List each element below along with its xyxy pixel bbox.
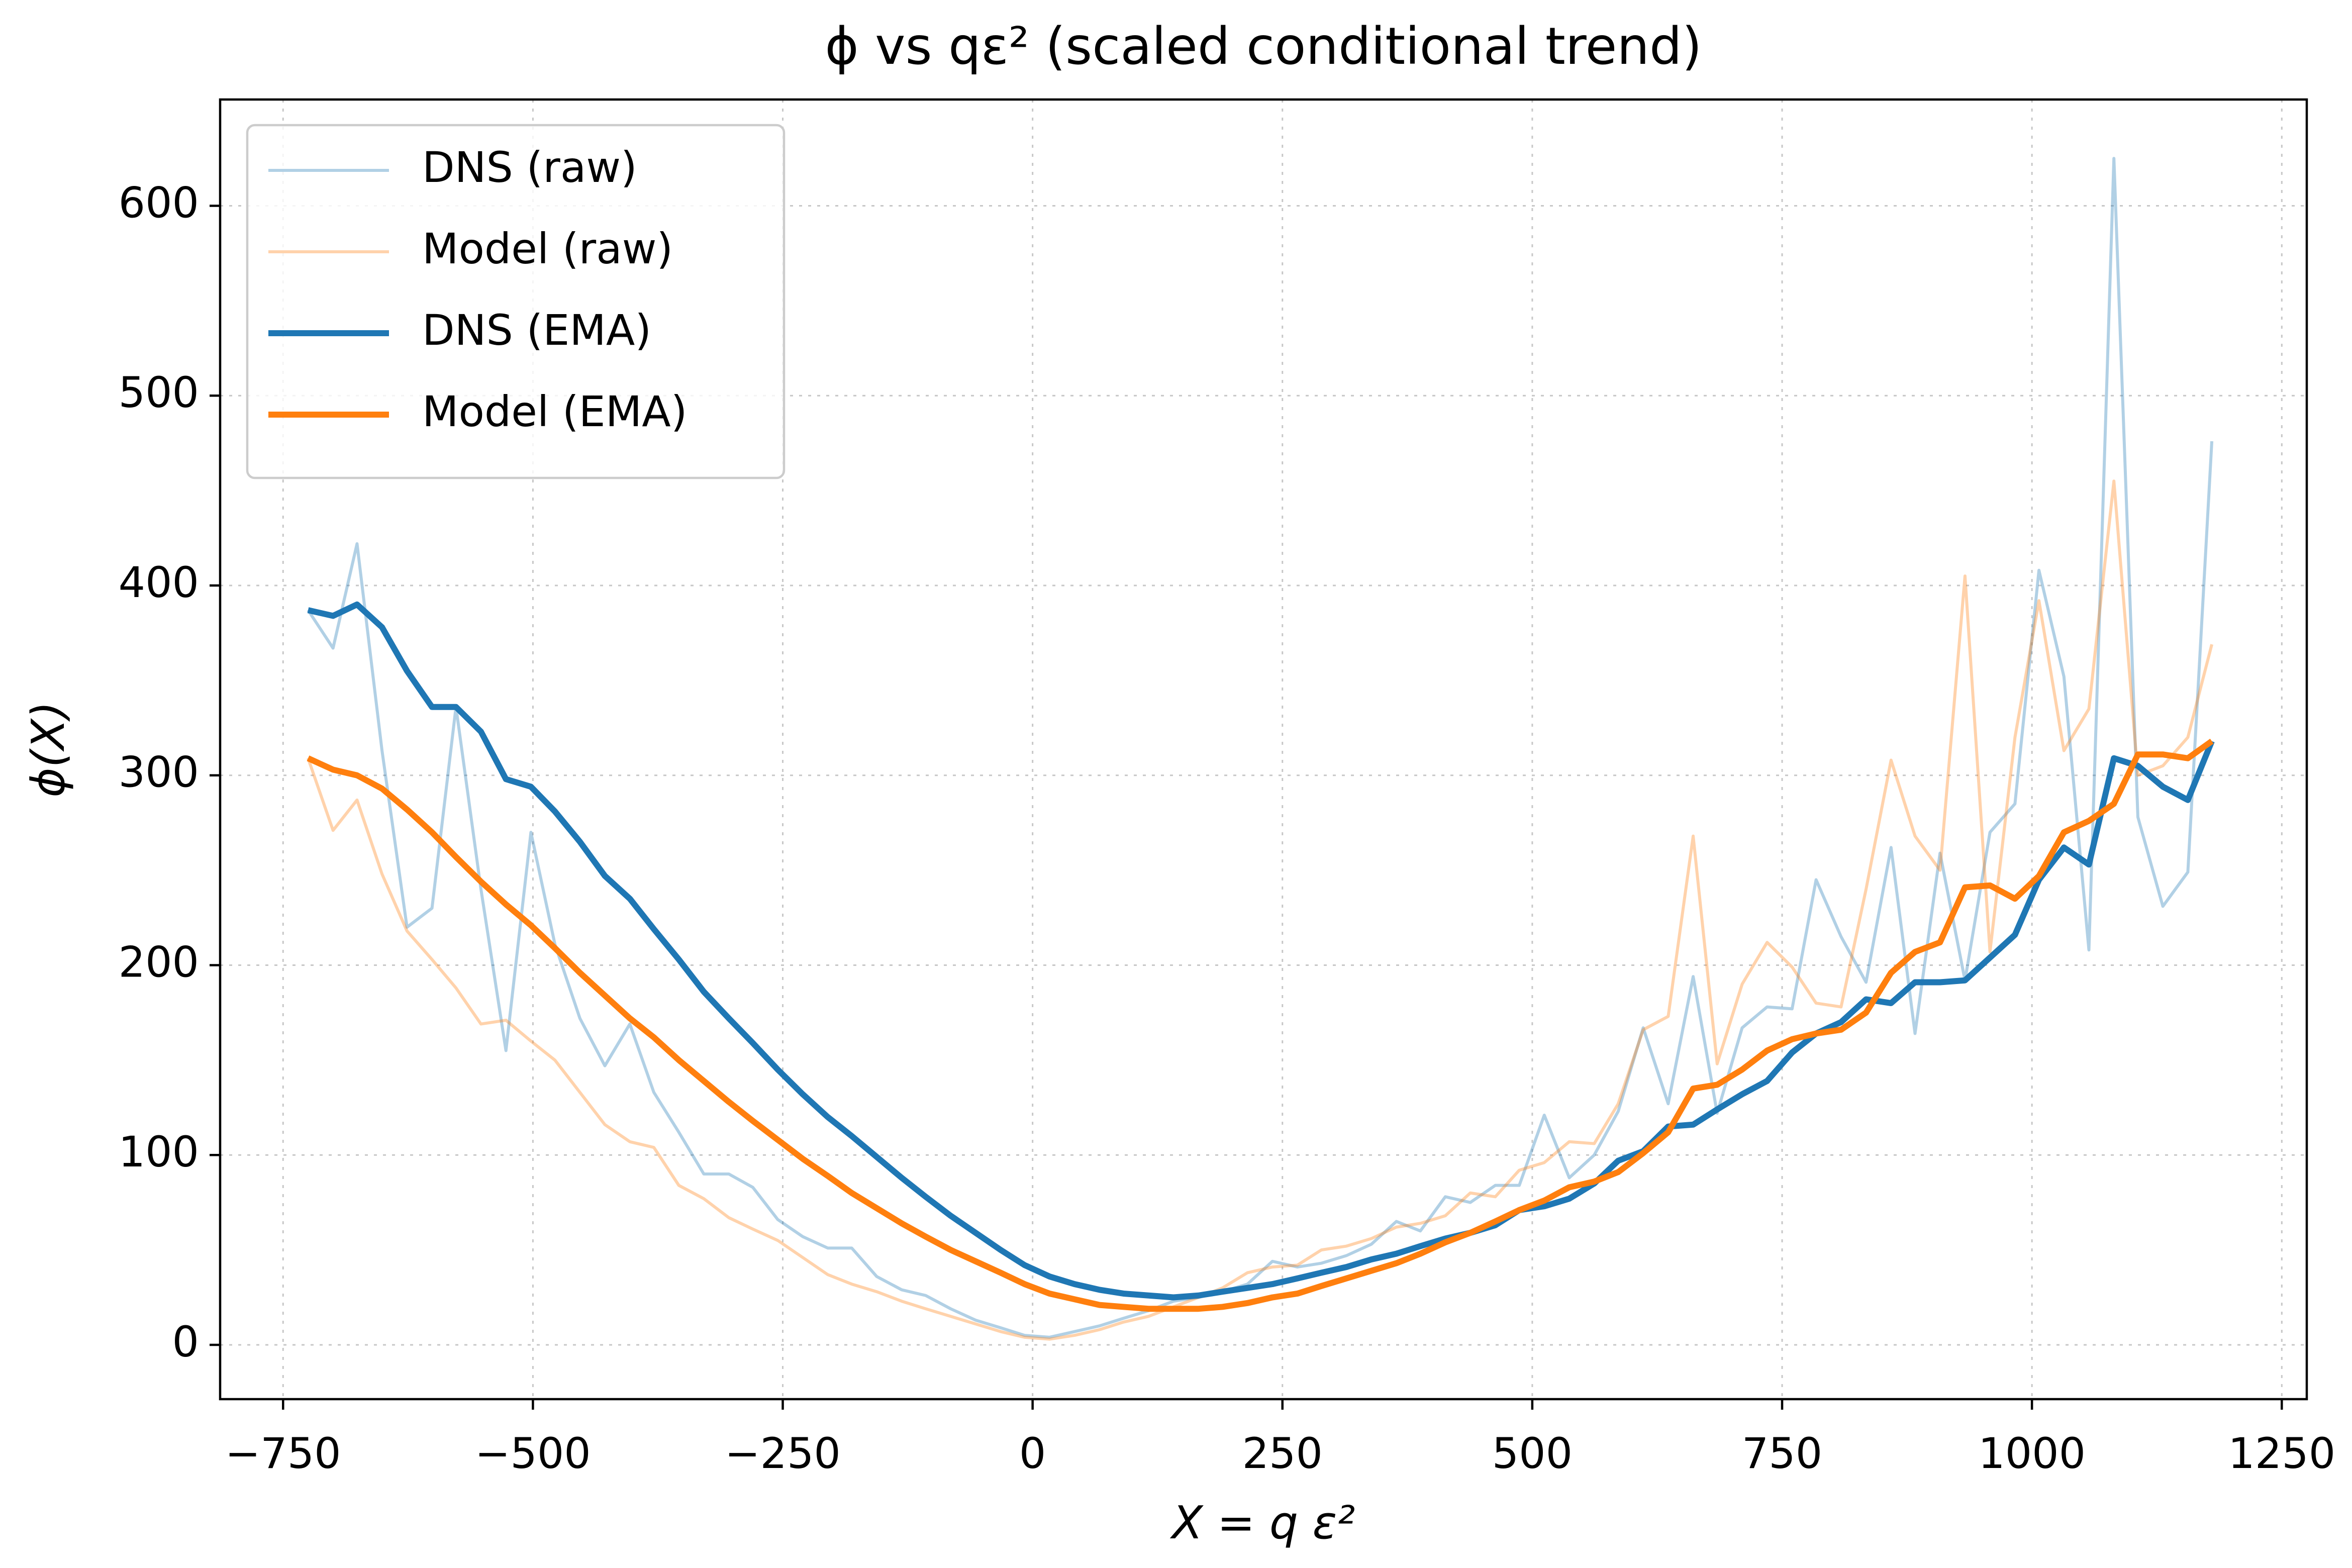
y-tick-label: 300 [119,748,199,797]
x-tick-label: 0 [1019,1429,1046,1478]
series-line [307,738,2214,1312]
plot-frame [219,98,2308,1401]
series-line [307,479,2213,1341]
legend-box [246,124,786,479]
legend-label: DNS (EMA) [422,306,651,355]
y-tick-label: 400 [119,558,199,607]
chart-title: ϕ vs qε² (scaled conditional trend) [825,17,1702,76]
legend: DNS (raw) Model (raw) DNS (EMA) Model (EMA) [246,124,786,479]
x-tick-label: 750 [1742,1429,1822,1478]
y-tick-label: 500 [119,368,199,417]
series-line [307,157,2214,1339]
y-tick-label: 200 [119,937,199,987]
legend-label: Model (EMA) [422,387,687,436]
x-tick-label: −500 [475,1429,591,1478]
x-tick-label: −750 [225,1429,341,1478]
y-tick-label: 600 [119,178,199,227]
y-tick-label: 100 [119,1127,199,1177]
legend-label: DNS (raw) [422,143,637,192]
x-tick-label: 1000 [1978,1429,2086,1478]
legend-label: Model (raw) [422,224,673,273]
x-tick-label: 500 [1492,1429,1573,1478]
x-tick-label: 250 [1242,1429,1323,1478]
y-axis-label: ϕ(X) [22,701,75,797]
x-tick-label: −250 [725,1429,841,1478]
x-tick-label: 1250 [2228,1429,2335,1478]
x-axis-label: X = q ε² [1170,1497,1355,1549]
y-tick-label: 0 [172,1317,199,1366]
series-line [307,601,2215,1301]
